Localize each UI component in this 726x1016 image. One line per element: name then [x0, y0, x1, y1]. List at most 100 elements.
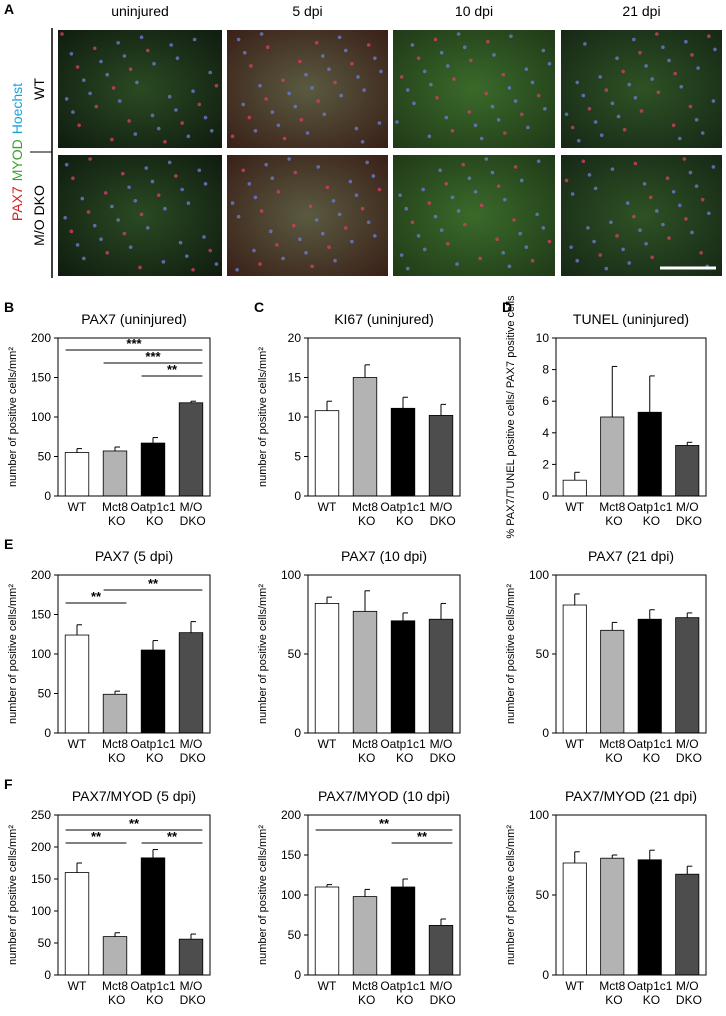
nucleus: [236, 37, 241, 42]
nucleus: [433, 37, 438, 42]
plot-frame: [555, 337, 707, 497]
nucleus: [241, 102, 246, 107]
y-tick-label: 200: [31, 331, 51, 345]
significance-label: **: [167, 829, 178, 844]
nucleus: [99, 59, 103, 64]
nucleus: [501, 72, 506, 77]
y-tick-label: 0: [542, 489, 549, 503]
nucleus: [699, 250, 703, 255]
nucleus: [490, 104, 495, 109]
nucleus: [496, 118, 501, 122]
nucleus: [337, 35, 342, 40]
nucleus: [587, 107, 592, 111]
nucleus: [429, 82, 433, 87]
column-header: 21 dpi: [622, 3, 660, 19]
nucleus: [587, 173, 592, 177]
nucleus: [373, 234, 377, 238]
nucleus: [203, 115, 208, 120]
significance-label: **: [148, 576, 159, 591]
nucleus: [180, 121, 184, 125]
bar: [428, 618, 454, 734]
nucleus: [253, 195, 258, 200]
nucleus: [377, 121, 382, 125]
y-axis-label: number of positive cells/mm²: [7, 584, 19, 724]
nucleus: [519, 112, 524, 117]
bar: [562, 604, 587, 734]
row-label: WT: [31, 78, 47, 100]
nucleus: [438, 168, 442, 173]
nucleus: [632, 37, 636, 42]
nucleus: [484, 157, 489, 161]
x-tick-label: Mct8 KO: [599, 979, 625, 1007]
nucleus: [621, 247, 625, 252]
y-tick-label: 10: [288, 410, 302, 424]
nucleus: [264, 97, 268, 101]
nucleus: [599, 133, 604, 137]
micrograph: [58, 30, 222, 148]
chart-title: KI67 (uninjured): [334, 311, 434, 327]
nucleus: [327, 245, 331, 249]
stain-label: PAX7: [9, 186, 25, 221]
nucleus: [230, 134, 235, 139]
nucleus: [293, 170, 298, 175]
nucleus: [265, 45, 270, 49]
nucleus: [116, 218, 120, 222]
x-tick-label: Oatp1c1 KO: [627, 500, 673, 528]
bar: [600, 416, 625, 497]
nucleus: [615, 234, 619, 238]
y-tick-label: 0: [294, 489, 301, 503]
y-tick-label: 0: [294, 968, 301, 982]
y-axis-label: number of positive cells/mm²: [505, 584, 517, 724]
nucleus: [203, 182, 208, 186]
y-tick-label: 100: [31, 647, 51, 661]
bar: [390, 407, 416, 497]
nucleus: [333, 80, 337, 85]
x-tick-label: Oatp1c1 KO: [130, 500, 176, 528]
nucleus: [86, 210, 91, 214]
y-axis-label: number of positive cells/mm²: [257, 825, 269, 965]
nucleus: [354, 193, 359, 197]
nucleus: [202, 235, 206, 239]
x-tick-label: Mct8 KO: [599, 737, 625, 765]
nucleus: [455, 262, 459, 266]
x-tick-label: Mct8 KO: [352, 979, 378, 1007]
plot-frame: [307, 574, 461, 734]
nucleus: [592, 239, 596, 244]
y-tick-label: 100: [31, 904, 51, 918]
nucleus: [64, 162, 69, 167]
nucleus: [161, 260, 166, 264]
nucleus: [174, 174, 178, 178]
x-tick-label: M/O DKO: [176, 979, 205, 1007]
nucleus: [450, 195, 455, 200]
nucleus: [247, 115, 252, 120]
x-tick-label: WT: [565, 500, 584, 514]
nucleus: [677, 136, 682, 141]
nucleus: [575, 258, 580, 263]
nucleus: [503, 131, 507, 135]
significance-label: **: [167, 362, 178, 377]
nucleus: [583, 42, 587, 46]
nucleus: [230, 201, 235, 205]
nucleus: [268, 229, 273, 234]
nucleus: [192, 37, 197, 42]
bar: [314, 886, 340, 976]
nucleus: [249, 64, 253, 68]
nucleus: [259, 209, 264, 213]
nucleus: [253, 129, 258, 133]
nucleus: [473, 189, 478, 194]
nucleus: [350, 239, 354, 244]
nucleus: [682, 157, 687, 161]
nucleus: [679, 85, 684, 89]
y-axis-label: number of positive cells/mm²: [257, 347, 269, 487]
y-tick-label: 50: [38, 687, 52, 701]
nucleus: [575, 80, 580, 85]
bar: [352, 896, 378, 976]
nucleus: [495, 237, 499, 242]
nucleus: [492, 53, 496, 57]
nucleus: [191, 267, 195, 272]
nucleus: [270, 110, 275, 114]
chart-title: PAX7/MYOD (21 dpi): [565, 788, 697, 804]
nucleus: [64, 97, 69, 101]
bar: [352, 377, 378, 497]
